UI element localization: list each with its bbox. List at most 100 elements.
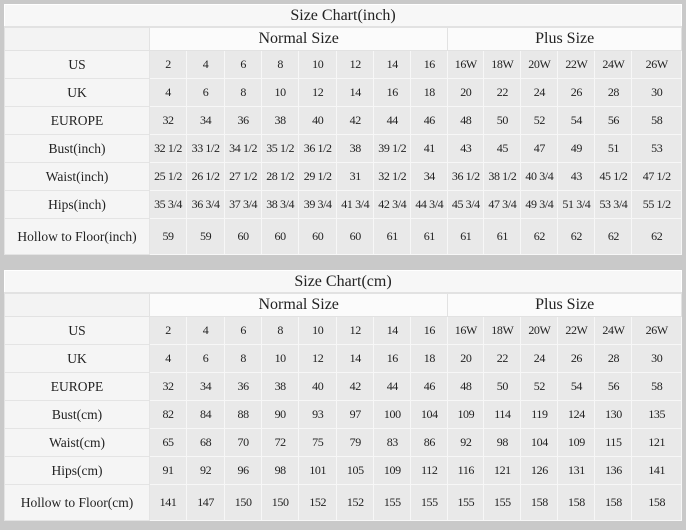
table-cell: 45 1/2 — [594, 162, 633, 191]
table-cell: 54 — [557, 106, 596, 135]
row-label: Waist(cm) — [3, 428, 151, 457]
table-cell: 16W — [447, 316, 485, 345]
table-cell: 6 — [224, 50, 263, 79]
table-cell: 10 — [298, 316, 338, 345]
table-cell: 92 — [447, 428, 485, 457]
table-cell: 12 — [298, 344, 338, 373]
table-cell: 104 — [410, 400, 449, 429]
table-cell: 26W — [631, 50, 682, 79]
table-cell: 32 1/2 — [149, 134, 188, 163]
table-row: Hollow to Floor(inch) 59 59 60 60 60 60 61 61 61 6… — [3, 218, 682, 255]
table-cell: 55 1/2 — [631, 190, 682, 219]
table-cell: 51 3/4 — [557, 190, 596, 219]
table-cell: 42 3/4 — [373, 190, 412, 219]
table-cell: 100 — [373, 400, 412, 429]
table-cell: 14 — [336, 78, 375, 107]
row-label: EUROPE — [3, 106, 151, 135]
table-cell: 88 — [224, 400, 263, 429]
title-row: Size Chart(cm) — [4, 270, 682, 294]
table-cell: 97 — [336, 400, 375, 429]
size-table: Size Chart(cm) Normal Size Plus Size US 2 4 6 8… — [3, 270, 682, 521]
row-label: UK — [3, 344, 151, 373]
table-cell: 28 — [594, 344, 633, 373]
table-cell: 38 1/2 — [483, 162, 522, 191]
table-cell: 158 — [631, 484, 682, 521]
table-cell: 155 — [447, 484, 485, 521]
table-cell: 130 — [594, 400, 633, 429]
table-cell: 26W — [631, 316, 682, 345]
table-cell: 6 — [186, 78, 226, 107]
table-cell: 109 — [557, 428, 596, 457]
table-cell: 152 — [298, 484, 338, 521]
table-row: Hips(inch) 35 3/4 36 3/4 37 3/4 38 3/4 39 3/4… — [3, 190, 682, 219]
row-label: Waist(inch) — [3, 162, 151, 191]
table-cell: 105 — [336, 456, 375, 485]
table-cell: 18 — [410, 78, 449, 107]
table-cell: 104 — [520, 428, 559, 457]
table-cell: 49 3/4 — [520, 190, 559, 219]
table-cell: 136 — [594, 456, 633, 485]
table-cell: 96 — [224, 456, 263, 485]
table-cell: 33 1/2 — [186, 134, 226, 163]
row-label: Hips(inch) — [3, 190, 151, 219]
table-cell: 16 — [410, 50, 449, 79]
table-cell: 60 — [224, 218, 263, 255]
table-cell: 45 3/4 — [447, 190, 485, 219]
table-row: Bust(cm) 82 84 88 90 93 97 100 104 109 114 119 124 13… — [3, 400, 682, 429]
table-cell: 52 — [520, 106, 559, 135]
table-cell: 61 — [483, 218, 522, 255]
table-cell: 141 — [631, 456, 682, 485]
table-cell: 4 — [149, 344, 188, 373]
table-cell: 10 — [261, 344, 300, 373]
table-cell: 114 — [483, 400, 522, 429]
table-cell: 60 — [261, 218, 300, 255]
table-cell: 68 — [186, 428, 226, 457]
table-row: Bust(inch) 32 1/2 33 1/2 34 1/2 35 1/2 36 1/2… — [3, 134, 682, 163]
table-cell: 44 — [373, 106, 412, 135]
table-cell: 47 3/4 — [483, 190, 522, 219]
size-chart-inch: Size Chart(inch) Normal Size Plus Size US 2 4… — [3, 4, 682, 255]
table-row: Waist(cm) 65 68 70 72 75 79 83 86 92 98 104 109 115 12… — [3, 428, 682, 457]
table-cell: 84 — [186, 400, 226, 429]
table-cell: 135 — [631, 400, 682, 429]
table-cell: 32 — [149, 372, 188, 401]
table-cell: 2 — [149, 50, 188, 79]
table-cell: 50 — [483, 106, 522, 135]
table-cell: 4 — [186, 50, 226, 79]
table-cell: 48 — [447, 106, 485, 135]
table-cell: 155 — [483, 484, 522, 521]
chart-title: Size Chart(cm) — [4, 270, 682, 294]
table-cell: 141 — [149, 484, 188, 521]
table-cell: 8 — [261, 316, 300, 345]
table-cell: 26 — [557, 344, 596, 373]
table-cell: 46 — [410, 372, 449, 401]
table-cell: 2 — [149, 316, 188, 345]
table-cell: 30 — [631, 344, 682, 373]
table-cell: 58 — [631, 106, 682, 135]
table-cell: 18W — [483, 316, 522, 345]
table-cell: 42 — [336, 106, 375, 135]
table-cell: 41 — [410, 134, 449, 163]
row-label: US — [3, 316, 151, 345]
table-cell: 54 — [557, 372, 596, 401]
table-cell: 121 — [483, 456, 522, 485]
table-cell: 158 — [594, 484, 633, 521]
table-cell: 53 — [631, 134, 682, 163]
table-cell: 12 — [336, 50, 375, 79]
table-cell: 43 — [447, 134, 485, 163]
table-cell: 37 3/4 — [224, 190, 263, 219]
group-header-blank — [3, 292, 151, 317]
table-cell: 75 — [298, 428, 338, 457]
table-row: Waist(inch) 25 1/2 26 1/2 27 1/2 28 1/2 29 1/… — [3, 162, 682, 191]
table-row: US 2 4 6 8 10 12 14 16 16W 18W 20W 22W 24W 26W — [3, 50, 682, 79]
table-cell: 35 3/4 — [149, 190, 188, 219]
row-label: Bust(inch) — [3, 134, 151, 163]
table-cell: 10 — [261, 78, 300, 107]
table-cell: 22 — [483, 344, 522, 373]
group-header-row: Normal Size Plus Size — [3, 26, 682, 51]
row-label: Hips(cm) — [3, 456, 151, 485]
table-cell: 158 — [557, 484, 596, 521]
table-cell: 38 — [336, 134, 375, 163]
table-cell: 60 — [336, 218, 375, 255]
table-cell: 70 — [224, 428, 263, 457]
